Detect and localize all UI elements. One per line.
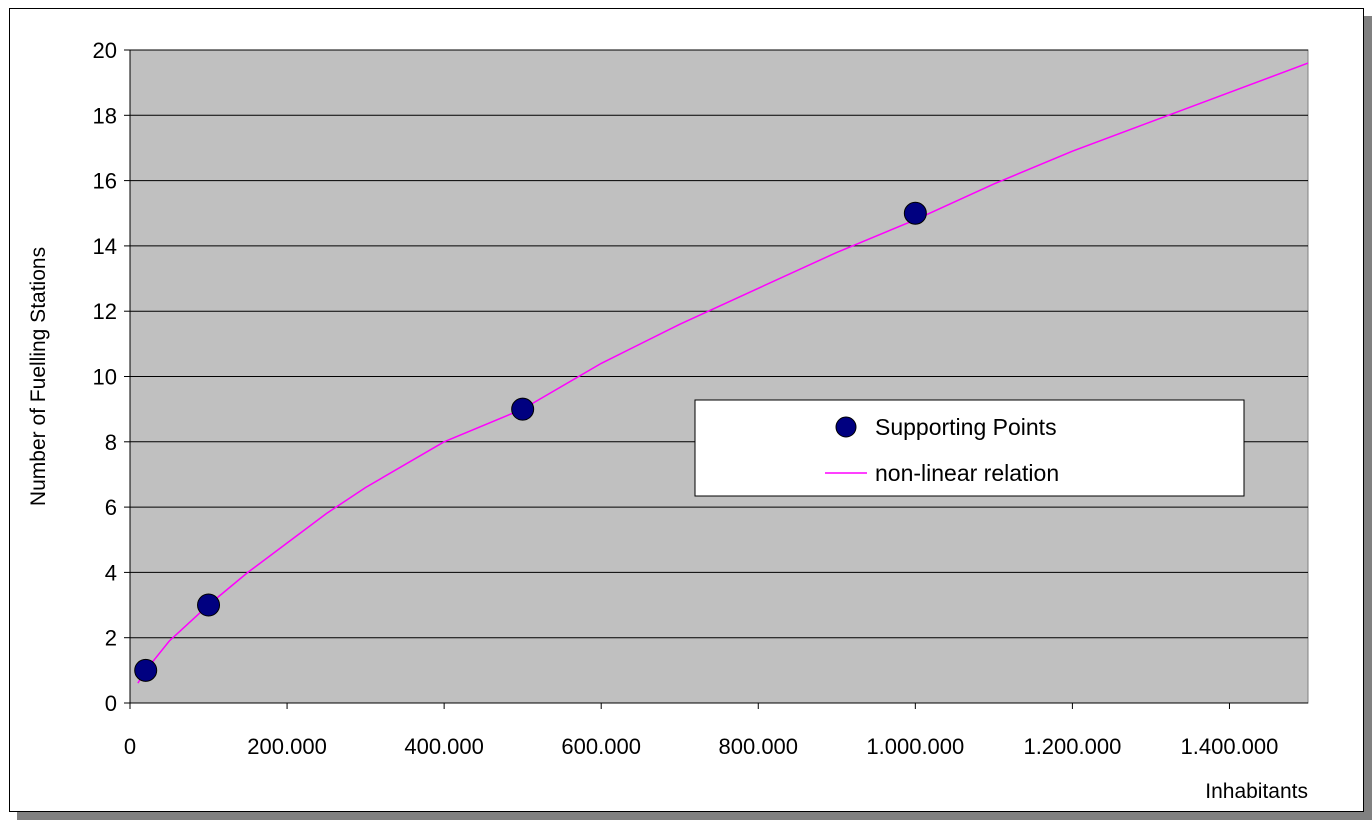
axes: 0 2 4 6 8 10 12 14 16 18 20 0 200.000 400.000 600.000 8… (93, 38, 1308, 759)
data-point-supporting-point (134, 658, 158, 682)
data-point-supporting-point (197, 593, 221, 617)
series-marker-layer (134, 201, 927, 682)
x-tick-label: 200.000 (247, 734, 327, 759)
y-tick-label: 14 (93, 234, 117, 259)
x-tick-label: 800.000 (719, 734, 799, 759)
frame-shadow-right (1364, 16, 1372, 820)
legend-box (694, 399, 1245, 497)
legend: Supporting Points non-linear relation (694, 399, 1245, 497)
y-tick-label: 10 (93, 365, 117, 390)
legend-label-non-linear-relation: non-linear relation (875, 460, 1059, 486)
x-tick-label: 1.000.000 (866, 734, 964, 759)
y-axis-title: Number of Fuelling Stations (27, 247, 50, 506)
x-tick-label: 1.200.000 (1023, 734, 1121, 759)
y-tick-label: 16 (93, 169, 117, 194)
x-tick-label: 0 (124, 734, 136, 759)
y-tick-label: 18 (93, 103, 117, 128)
y-tick-label: 2 (105, 626, 117, 651)
y-tick-label: 12 (93, 299, 117, 324)
data-point-supporting-point (903, 201, 927, 225)
x-axis-title: Inhabitants (1205, 780, 1308, 803)
y-tick-label: 0 (105, 691, 117, 716)
frame-shadow-bottom (17, 812, 1372, 820)
x-tick-label: 600.000 (561, 734, 641, 759)
x-tick-label: 400.000 (404, 734, 484, 759)
y-tick-label: 6 (105, 495, 117, 520)
x-tick-label: 1.400.000 (1181, 734, 1279, 759)
legend-marker-supporting-points (835, 416, 857, 438)
data-point-supporting-point (511, 397, 535, 421)
y-tick-label: 20 (93, 38, 117, 63)
legend-label-supporting-points: Supporting Points (875, 414, 1057, 440)
y-tick-label: 4 (105, 560, 117, 585)
y-tick-label: 8 (105, 430, 117, 455)
